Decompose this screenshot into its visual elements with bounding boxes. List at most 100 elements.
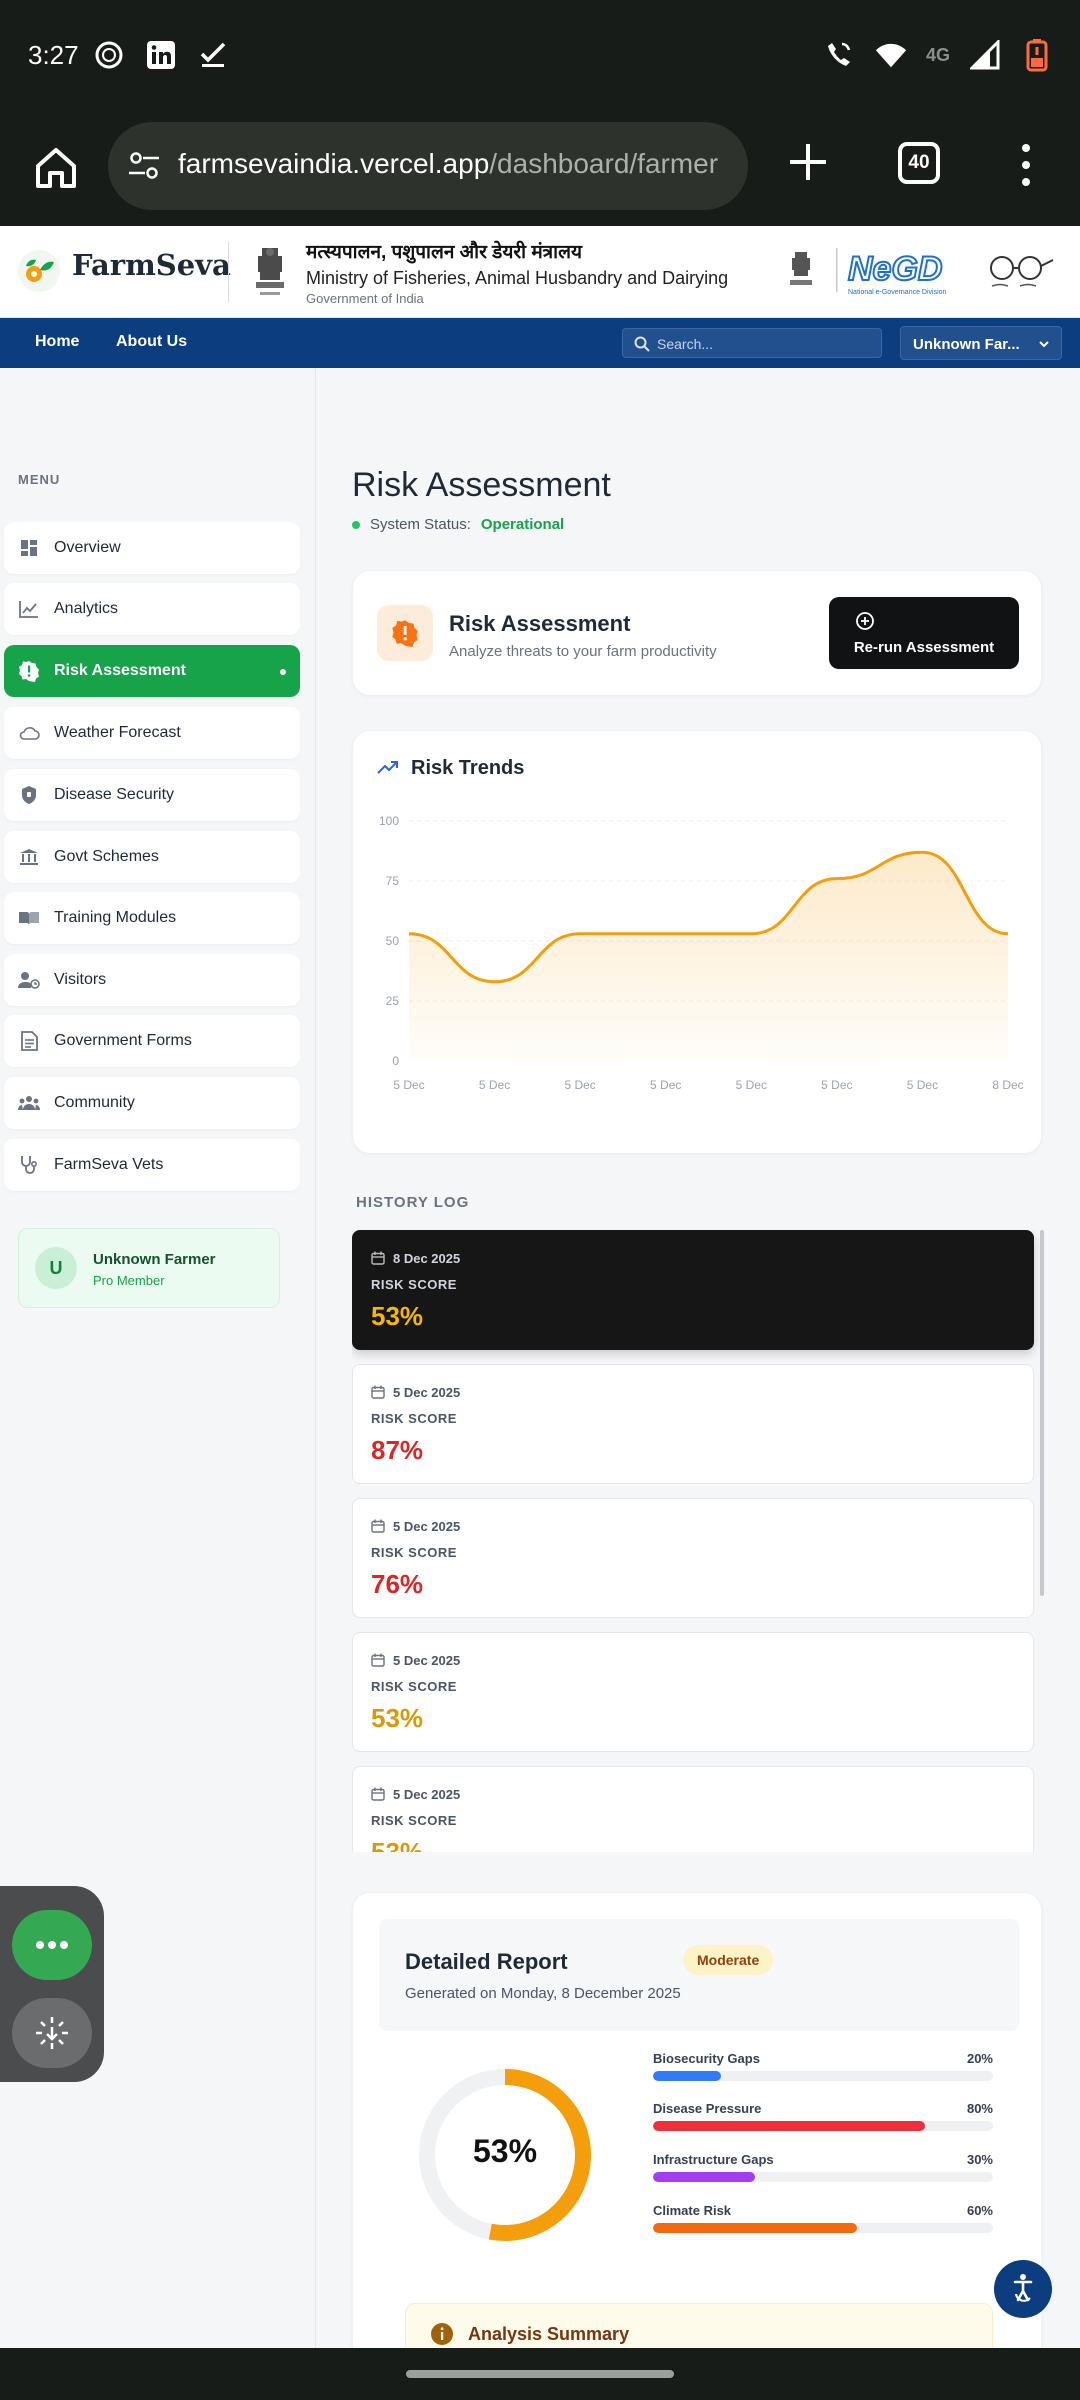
nav-home-link[interactable]: Home (35, 333, 80, 350)
history-log-list[interactable]: 8 Dec 2025 RISK SCORE 53% 5 Dec 2025 RIS… (352, 1230, 1042, 1852)
overall-risk-score: 53% (472, 2133, 538, 2169)
url-host: farmsevaindia.vercel.app (178, 148, 490, 179)
accessibility-button[interactable] (994, 2260, 1052, 2318)
cloud-icon (18, 722, 40, 744)
history-item[interactable]: 5 Dec 2025 RISK SCORE 76% (352, 1498, 1034, 1618)
sidebar-item-label: Training Modules (54, 909, 177, 926)
history-date: 8 Dec 2025 (393, 1251, 461, 1266)
x-tick-label: 5 Dec (479, 1078, 510, 1092)
x-tick-label: 5 Dec (907, 1078, 938, 1092)
gesture-handle[interactable] (406, 2370, 674, 2378)
risk-score-value: 53% (371, 1301, 424, 1331)
negd-logo: NeGD National e-Governance Division (836, 244, 966, 300)
avatar: U (35, 1247, 77, 1289)
history-item[interactable]: 5 Dec 2025 RISK SCORE 53% (352, 1632, 1034, 1752)
brand-name[interactable]: FarmSeva (72, 248, 231, 282)
trending-up-icon (377, 761, 398, 774)
floating-tools-panel (0, 1886, 104, 2082)
info-icon (431, 2323, 453, 2345)
y-tick-label: 75 (386, 874, 400, 888)
sidebar-item-govt-schemes[interactable]: Govt Schemes (4, 831, 300, 883)
wifi-icon (874, 38, 908, 72)
sidebar-item-label: Govt Schemes (54, 848, 159, 865)
history-scrollbar[interactable] (1040, 1230, 1044, 1596)
risk-score-donut (419, 2069, 591, 2241)
url-path: /dashboard/farmer (489, 148, 719, 179)
risk-score-label: RISK SCORE (371, 1277, 457, 1292)
main-content: Risk Assessment System Status: Operation… (316, 368, 1080, 2383)
linkedin-icon (144, 38, 178, 72)
bank-icon (18, 846, 40, 868)
history-item[interactable]: 5 Dec 2025 RISK SCORE 53% (352, 1766, 1034, 1852)
user-dropdown-label: Unknown Far... (913, 336, 1020, 353)
search-input[interactable] (657, 333, 873, 355)
metric-name: Biosecurity Gaps (653, 2051, 760, 2066)
search-box[interactable] (622, 328, 882, 358)
top-navigation: Home About Us Unknown Far... (0, 318, 1080, 368)
metric-climate-risk: Climate Risk 60% (653, 2203, 993, 2239)
calendar-icon (371, 1653, 385, 1667)
site-settings-icon[interactable] (126, 148, 162, 189)
x-tick-label: 5 Dec (821, 1078, 852, 1092)
detailed-report-card: Detailed Report Moderate Generated on Mo… (352, 1892, 1042, 2383)
y-tick-label: 100 (379, 814, 399, 828)
emblem-small-icon (786, 246, 816, 294)
clock: 3:27 (28, 40, 79, 70)
alert-badge-icon (377, 605, 433, 661)
metric-biosecurity-gaps: Biosecurity Gaps 20% (653, 2051, 993, 2087)
more-options-button[interactable] (12, 1910, 92, 1980)
signal-icon (968, 38, 1002, 72)
sidebar-item-government-forms[interactable]: Government Forms (4, 1015, 300, 1067)
risk-score-value: 87% (371, 1435, 424, 1465)
risk-series-line (408, 850, 1009, 984)
sidebar-item-training-modules[interactable]: Training Modules (4, 892, 300, 944)
assessment-title: Risk Assessment (449, 611, 631, 636)
risk-score-value: 53% (371, 1703, 424, 1733)
history-item[interactable]: 8 Dec 2025 RISK SCORE 53% (352, 1230, 1034, 1350)
new-tab-icon[interactable] (784, 138, 832, 186)
people-icon (18, 1092, 40, 1114)
url-text: farmsevaindia.vercel.app/dashboard/farme… (178, 148, 738, 180)
sidebar-item-risk-assessment[interactable]: Risk Assessment (4, 645, 300, 697)
address-bar[interactable]: farmsevaindia.vercel.app/dashboard/farme… (108, 122, 748, 210)
sidebar-item-label: Analytics (54, 600, 119, 617)
analysis-summary-title: Analysis Summary (468, 2324, 630, 2344)
sidebar-item-disease-security[interactable]: Disease Security (4, 769, 300, 821)
sidebar-item-overview[interactable]: Overview (4, 522, 300, 574)
home-icon[interactable] (28, 140, 84, 196)
y-tick-label: 50 (386, 934, 400, 948)
user-name: Unknown Farmer (93, 1251, 216, 1268)
browser-toolbar: farmsevaindia.vercel.app/dashboard/farme… (0, 114, 1080, 226)
risk-score-label: RISK SCORE (371, 1813, 457, 1828)
screen-tool-button[interactable] (12, 1998, 92, 2068)
user-role: Pro Member (93, 1273, 165, 1288)
ministry-block: मत्स्यपालन, पशुपालन और डेयरी मंत्रालय Mi… (306, 238, 728, 306)
user-profile-card[interactable]: U Unknown Farmer Pro Member (18, 1228, 280, 1308)
alert-icon (18, 660, 40, 682)
accessibility-icon (1013, 2274, 1033, 2302)
rerun-assessment-button[interactable]: Re-run Assessment (829, 597, 1019, 669)
report-header: Detailed Report Moderate Generated on Mo… (379, 1919, 1019, 2031)
overflow-menu-icon[interactable] (1010, 140, 1042, 190)
history-date: 5 Dec 2025 (393, 1653, 461, 1668)
sidebar-item-visitors[interactable]: Visitors (4, 954, 300, 1006)
book-icon (18, 907, 40, 929)
user-dropdown[interactable]: Unknown Far... (900, 326, 1062, 360)
more-horizontal-icon (36, 1941, 68, 1949)
sidebar-item-weather-forecast[interactable]: Weather Forecast (4, 707, 300, 759)
sidebar-item-farmseva-vets[interactable]: FarmSeva Vets (4, 1139, 300, 1191)
tab-switcher-button[interactable]: 40 (898, 142, 940, 184)
risk-score-value: 76% (371, 1569, 424, 1599)
farmseva-logo-icon[interactable] (18, 250, 60, 292)
form-icon (18, 1030, 40, 1052)
ministry-hindi: मत्स्यपालन, पशुपालन और डेयरी मंत्रालय (306, 242, 582, 263)
metric-track (653, 2223, 993, 2233)
risk-trends-card: Risk Trends 0 25 50 75 100 5 Dec 5 Dec 5 Dec 5 D… (352, 730, 1042, 1154)
sidebar-item-label: FarmSeva Vets (54, 1156, 164, 1173)
sidebar-item-community[interactable]: Community (4, 1077, 300, 1129)
nav-about-link[interactable]: About Us (116, 333, 188, 350)
history-item[interactable]: 5 Dec 2025 RISK SCORE 87% (352, 1364, 1034, 1484)
header-divider (228, 242, 229, 302)
sidebar-item-analytics[interactable]: Analytics (4, 583, 300, 635)
x-tick-label: 5 Dec (393, 1078, 424, 1092)
